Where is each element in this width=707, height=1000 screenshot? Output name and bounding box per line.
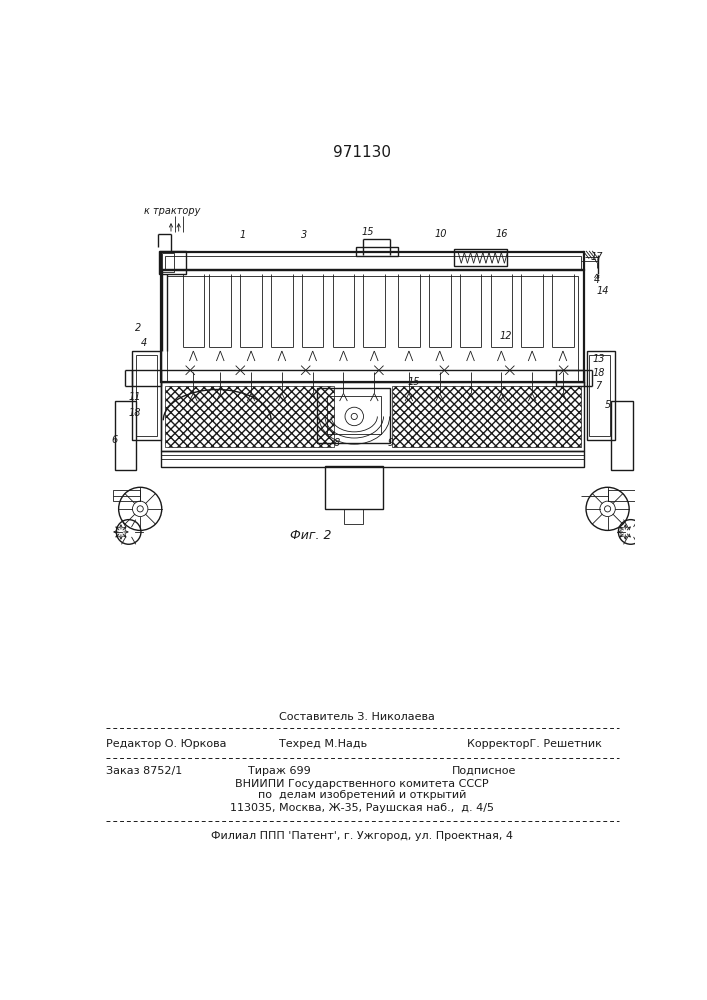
Text: 18: 18	[129, 408, 141, 418]
Bar	[612, 401, 633, 470]
Text: 113035, Москва, Ж-35, Раушская наб.,  д. 4/5: 113035, Москва, Ж-35, Раушская наб., д. …	[230, 803, 494, 813]
Bar	[161, 252, 585, 270]
Bar	[356, 247, 398, 256]
Bar	[161, 270, 585, 382]
Bar	[556, 370, 585, 386]
Text: 17: 17	[590, 252, 603, 262]
Text: 11: 11	[129, 392, 141, 402]
Text: Редактор О. Юркова: Редактор О. Юркова	[105, 739, 226, 749]
Text: Филиал ППП 'Патент', г. Ужгород, ул. Проектная, 4: Филиал ППП 'Патент', г. Ужгород, ул. Про…	[211, 831, 513, 841]
Bar	[165, 386, 334, 447]
Text: Подписное: Подписное	[452, 766, 516, 776]
Bar	[454, 249, 508, 266]
Text: 3: 3	[301, 231, 308, 240]
Text: 18: 18	[592, 368, 604, 378]
Text: 16: 16	[496, 229, 508, 239]
Text: 10: 10	[434, 229, 447, 239]
Bar	[132, 370, 161, 386]
Text: по  делам изобретений и открытий: по делам изобретений и открытий	[258, 790, 466, 800]
Bar	[160, 251, 187, 274]
Text: 9: 9	[387, 438, 394, 448]
Bar	[113, 490, 140, 501]
Bar	[392, 386, 580, 447]
Text: 14: 14	[597, 286, 609, 296]
Text: Фиг. 2: Фиг. 2	[291, 529, 332, 542]
Text: 15: 15	[361, 227, 373, 237]
Text: 6: 6	[112, 435, 118, 445]
Circle shape	[604, 506, 611, 512]
Bar	[589, 355, 610, 436]
Text: 7: 7	[595, 381, 602, 391]
Text: 2: 2	[135, 323, 141, 333]
Bar	[317, 388, 390, 443]
Bar	[325, 466, 382, 509]
Text: Тираж 699: Тираж 699	[248, 766, 311, 776]
Text: 4: 4	[141, 338, 147, 348]
Bar	[607, 490, 635, 501]
Text: 15: 15	[407, 377, 420, 387]
Text: 971130: 971130	[333, 145, 391, 160]
Bar	[162, 253, 174, 272]
Bar	[161, 451, 585, 466]
Bar	[132, 351, 161, 440]
Circle shape	[137, 506, 144, 512]
Text: 4: 4	[594, 275, 600, 285]
Text: Заказ 8752/1: Заказ 8752/1	[105, 766, 182, 776]
Bar	[327, 396, 381, 434]
Bar	[167, 276, 578, 382]
Text: 13: 13	[592, 354, 604, 364]
Text: Составитель З. Николаева: Составитель З. Николаева	[279, 712, 435, 722]
Bar	[115, 401, 136, 470]
Text: 12: 12	[500, 331, 512, 341]
Text: 8: 8	[334, 438, 339, 448]
Bar	[587, 351, 615, 440]
Text: Техред М.Надь: Техред М.Надь	[279, 739, 367, 749]
Bar	[165, 256, 580, 270]
Text: ВНИИПИ Государственного комитета СССР: ВНИИПИ Государственного комитета СССР	[235, 779, 489, 789]
Text: 1: 1	[240, 231, 246, 240]
Bar	[344, 509, 363, 524]
Text: КорректорГ. Решетник: КорректорГ. Решетник	[467, 739, 602, 749]
Text: 5: 5	[604, 400, 611, 410]
Text: к трактору: к трактору	[144, 206, 200, 216]
Circle shape	[351, 413, 357, 420]
Bar	[136, 355, 157, 436]
Bar	[161, 382, 585, 451]
